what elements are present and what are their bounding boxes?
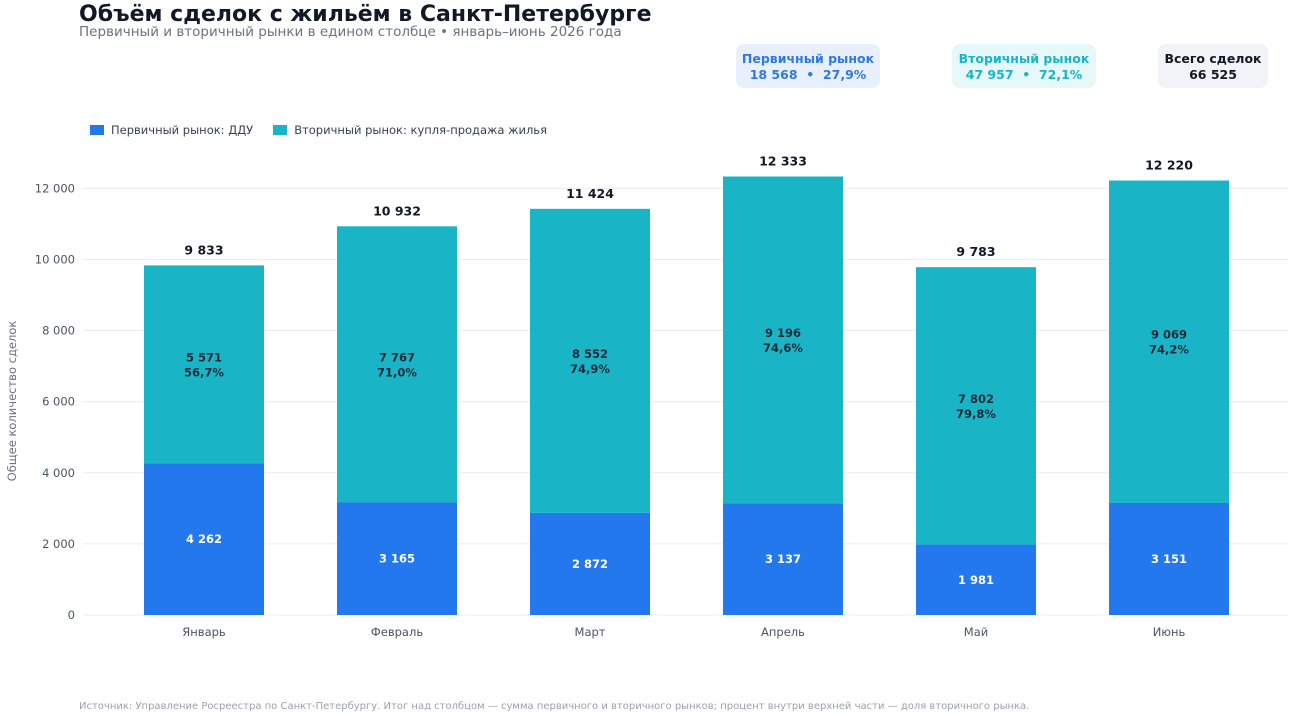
- bar-primary-label: 1 981: [958, 573, 994, 587]
- legend-label-primary: Первичный рынок: ДДУ: [111, 123, 254, 137]
- bar-primary: [530, 512, 650, 615]
- primary-card-label: Первичный рынок: [741, 51, 875, 66]
- bar-secondary-label: 9 196: [765, 326, 801, 340]
- bar-primary-label: 3 165: [379, 552, 415, 566]
- legend-swatch-secondary: [273, 125, 288, 135]
- legend-item-primary: Первичный рынок: ДДУ: [90, 123, 253, 137]
- x-tick-label: Январь: [182, 625, 226, 639]
- secondary-card-label: Вторичный рынок: [958, 51, 1090, 66]
- y-tick-label: 10 000: [35, 252, 75, 266]
- y-tick-label: 12 000: [35, 181, 75, 195]
- bar-primary: [723, 503, 843, 615]
- x-tick-label: Февраль: [371, 625, 423, 639]
- bar-secondary: [144, 265, 264, 464]
- bar-primary: [916, 544, 1036, 615]
- page-subtitle: Первичный и вторичный рынки в едином сто…: [79, 24, 622, 40]
- legend-item-secondary: Вторичный рынок: купля-продажа жилья: [273, 123, 547, 137]
- y-axis-label: Общее количество сделок: [5, 321, 19, 482]
- bar-secondary-share: 74,6%: [763, 341, 803, 355]
- bar-primary-label: 3 151: [1151, 552, 1187, 566]
- bar-secondary-label: 8 552: [572, 347, 608, 361]
- secondary-card-value: 47 957 • 72,1%: [965, 67, 1083, 82]
- bar-total-label: 9 833: [184, 242, 223, 257]
- y-tick-label: 0: [68, 608, 75, 622]
- bar-secondary-label: 7 767: [379, 350, 415, 364]
- x-tick-label: Июнь: [1153, 625, 1186, 639]
- bar-total-label: 10 932: [373, 203, 421, 218]
- bar-secondary: [723, 176, 843, 504]
- secondary-market-card: Вторичный рынок 47 957 • 72,1%: [952, 44, 1096, 88]
- primary-market-card: Первичный рынок 18 568 • 27,9%: [736, 44, 880, 88]
- total-card-label: Всего сделок: [1164, 51, 1262, 66]
- bar-secondary-share: 74,9%: [570, 362, 610, 376]
- x-tick-label: Апрель: [761, 625, 805, 639]
- bar-total-label: 9 783: [956, 244, 995, 259]
- bar-secondary-label: 9 069: [1151, 328, 1187, 342]
- bar-secondary-share: 74,2%: [1149, 343, 1189, 357]
- bar-secondary-share: 56,7%: [184, 365, 224, 379]
- y-tick-label: 8 000: [42, 324, 75, 338]
- total-deals-card: Всего сделок 66 525: [1158, 44, 1268, 88]
- y-tick-label: 6 000: [42, 395, 75, 409]
- bar-secondary-share: 79,8%: [956, 407, 996, 421]
- bar-secondary-share: 71,0%: [377, 365, 417, 379]
- y-tick-label: 2 000: [42, 537, 75, 551]
- bar-primary: [1109, 502, 1229, 615]
- bar-primary-label: 3 137: [765, 552, 801, 566]
- chart-legend: Первичный рынок: ДДУ Вторичный рынок: ку…: [90, 123, 567, 137]
- bar-total-label: 11 424: [566, 186, 614, 201]
- bar-secondary: [916, 267, 1036, 545]
- page-title: Объём сделок с жильём в Санкт-Петербурге: [79, 2, 652, 27]
- bar-primary: [144, 463, 264, 615]
- total-card-value: 66 525: [1189, 67, 1237, 82]
- bar-primary-label: 2 872: [572, 557, 608, 571]
- legend-label-secondary: Вторичный рынок: купля-продажа жилья: [294, 123, 548, 137]
- primary-card-value: 18 568 • 27,9%: [749, 67, 867, 82]
- bar-secondary: [337, 226, 457, 503]
- source-footnote: Источник: Управление Росреестра по Санкт…: [79, 701, 1030, 712]
- x-tick-label: Май: [964, 625, 988, 639]
- bar-primary: [337, 502, 457, 615]
- bar-total-label: 12 220: [1145, 158, 1193, 173]
- bar-secondary: [530, 208, 650, 513]
- bar-secondary-label: 7 802: [958, 392, 994, 406]
- legend-swatch-primary: [90, 125, 104, 135]
- bar-secondary: [1109, 180, 1229, 503]
- y-tick-label: 4 000: [42, 466, 75, 480]
- bar-total-label: 12 333: [759, 153, 807, 168]
- bar-primary-label: 4 262: [186, 532, 222, 546]
- bar-secondary-label: 5 571: [186, 350, 222, 364]
- x-tick-label: Март: [575, 625, 606, 639]
